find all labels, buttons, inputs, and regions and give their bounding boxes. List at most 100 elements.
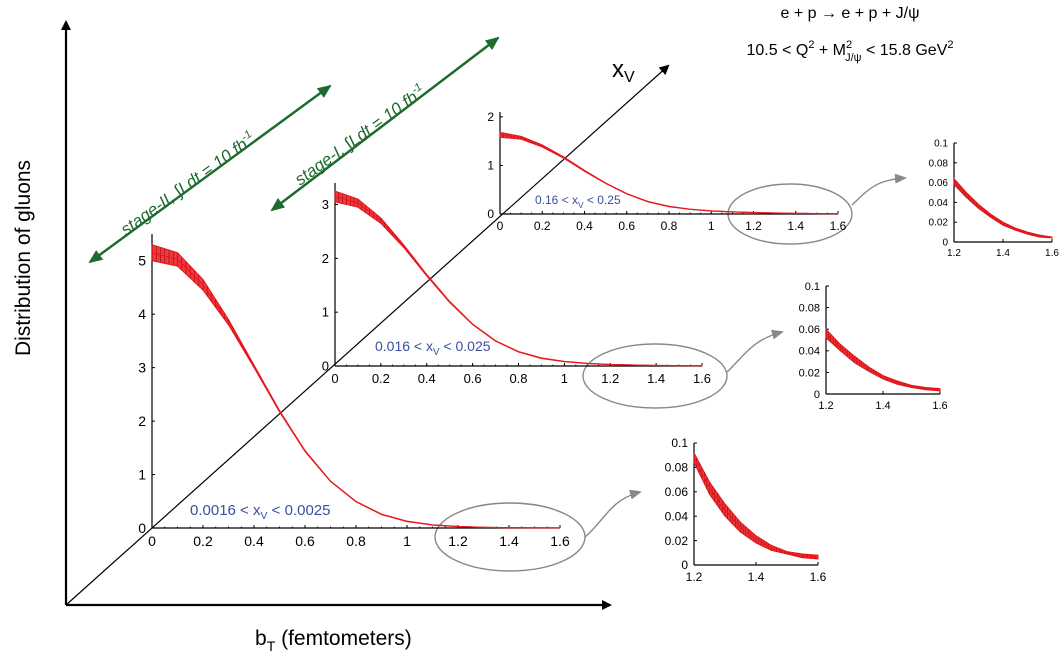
x-tick-label: 0.6	[464, 371, 482, 386]
y-tick-label: 0.04	[799, 346, 820, 358]
zoom-arrow-mid	[726, 329, 784, 373]
y-tick-label: 0.1	[805, 281, 820, 293]
x-tick-label: 1.2	[448, 533, 468, 549]
data-curve	[151, 252, 561, 529]
zoom-ellipse-mid	[582, 343, 728, 409]
y-tick-label: 0.08	[799, 302, 820, 314]
zoom-arrow-high	[851, 173, 907, 206]
xv-range-label: 0.16 < xV < 0.25	[535, 193, 621, 210]
x-tick-label: 0.6	[618, 219, 635, 233]
stage2-label: stage-II, ∫Ldt = 10 fb-1	[117, 128, 259, 239]
x-tick-label: 1.4	[787, 219, 804, 233]
y-tick-label: 0.02	[665, 534, 689, 548]
xv-axis-title: xV	[612, 56, 635, 86]
x-tick-label: 0.8	[509, 371, 527, 386]
y-tick-label: 0	[942, 238, 948, 249]
xv-range-label-rest: < 0.025	[440, 338, 491, 354]
x-axis-title-sub: T	[267, 638, 276, 654]
x-tick-label: 1.4	[996, 248, 1010, 259]
x-tick-label: 1.2	[601, 371, 619, 386]
stage1-arrow	[270, 36, 500, 212]
x-tick-label: 1.6	[830, 219, 847, 233]
y-tick-label: 0.06	[929, 178, 949, 189]
x-tick-label: 1.6	[1045, 248, 1059, 259]
x-tick-label: 1.4	[748, 570, 765, 584]
x-tick-label: 1.6	[932, 400, 947, 412]
y-tick-label: 2	[322, 251, 329, 266]
panel-main-high: 0 0.2 0.4 0.6 0.8 1 1.2 1.4 1.6 0 1 2 0.16 < xV < 0.…	[487, 110, 846, 233]
process-label: e + p → e + p + J/ψ	[780, 5, 919, 22]
xv-axis-title-sub: V	[624, 69, 635, 86]
y-tick-label: 0.08	[929, 158, 949, 169]
x-tick-label: 1.6	[810, 570, 827, 584]
xv-range-label-rest: < 0.25	[584, 193, 621, 207]
y-tick-label: 1	[138, 466, 146, 482]
x-tick-label: 1	[403, 533, 411, 549]
xv-range-label-main: 0.16 < x	[535, 193, 578, 207]
x-tick-label: 0.2	[372, 371, 390, 386]
x-tick-label: 1.2	[947, 248, 961, 259]
range-lo: 10.5 < Q	[746, 42, 808, 59]
xv-range-label-sub: V	[433, 347, 440, 358]
range-sup2: 2	[846, 39, 852, 51]
x-tick-label: 1.2	[686, 570, 703, 584]
x-tick-label: 0.2	[193, 533, 213, 549]
panel-zoom-mid: 1.2 1.4 1.6 0 0.02 0.04 0.06 0.08 0.1	[799, 281, 948, 412]
y-tick-label: 1	[487, 159, 494, 173]
x-tick-label: 1.4	[647, 371, 665, 386]
x-axis-title-rest: (femtometers)	[275, 627, 412, 650]
xv-range-label-main: 0.016 < x	[375, 338, 433, 354]
range-hi: < 15.8 GeV	[862, 42, 948, 59]
y-tick-label: 3	[322, 197, 329, 212]
range-mid: + M	[814, 42, 846, 59]
x-tick-label: 1.2	[745, 219, 762, 233]
panel-zoom-low: 1.2 1.4 1.6 0 0.02 0.04 0.06 0.08 0.1	[665, 436, 827, 584]
data-curve	[499, 134, 839, 215]
data-curve	[693, 457, 819, 558]
x-tick-label: 1.4	[875, 400, 890, 412]
y-tick-label: 2	[138, 413, 146, 429]
panel-zoom-high: 1.2 1.4 1.6 0 0.02 0.04 0.06 0.08 0.1	[929, 139, 1060, 260]
stage2-text: stage-II, ∫Ldt = 10 fb	[117, 135, 251, 239]
y-tick-label: 5	[138, 253, 146, 269]
kinematic-range: 10.5 < Q2 + M2 J/ψ < 15.8 GeV2	[746, 39, 953, 64]
x-tick-label: 0	[331, 371, 338, 386]
y-tick-label: 4	[138, 306, 146, 322]
x-tick-label: 0.8	[346, 533, 366, 549]
y-axis-title: Distribution of gluons	[12, 160, 35, 356]
y-tick-label: 0.02	[799, 367, 820, 379]
x-tick-label: 0.8	[661, 219, 678, 233]
x-axis-title-main: b	[255, 627, 267, 650]
y-tick-label: 0	[814, 389, 820, 401]
x-tick-label: 0.4	[244, 533, 264, 549]
xv-axis	[65, 64, 670, 606]
x-axis-title: bT (femtometers)	[255, 627, 412, 654]
xv-range-label: 0.0016 < xV < 0.0025	[190, 502, 330, 522]
y-tick-label: 0.1	[934, 139, 948, 150]
y-tick-label: 0	[138, 520, 146, 536]
y-tick-label: 0.02	[929, 218, 949, 229]
range-sup3: 2	[947, 39, 953, 51]
data-curve	[953, 181, 1053, 239]
stage1-text: stage-I, ∫Ldt = 10 fb	[291, 88, 421, 190]
uncertainty-band	[825, 327, 941, 392]
x-tick-label: 0	[497, 219, 504, 233]
y-tick-label: 0.04	[929, 198, 949, 209]
y-tick-label: 1	[322, 305, 329, 320]
x-tick-label: 0.2	[534, 219, 551, 233]
y-tick-label: 0.04	[665, 509, 689, 523]
x-tick-label: 1	[561, 371, 568, 386]
xv-range-label-sub: V	[578, 200, 584, 210]
x-tick-label: 1.6	[693, 371, 711, 386]
x-tick-label: 1.6	[550, 533, 570, 549]
x-tick-label: 0.6	[295, 533, 315, 549]
x-tick-label: 1.2	[818, 400, 833, 412]
y-tick-label: 0	[322, 359, 329, 374]
xv-range-label-sub: V	[260, 510, 267, 522]
stage1-label: stage-I, ∫Ldt = 10 fb-1	[291, 81, 430, 189]
data-curve	[825, 333, 941, 391]
